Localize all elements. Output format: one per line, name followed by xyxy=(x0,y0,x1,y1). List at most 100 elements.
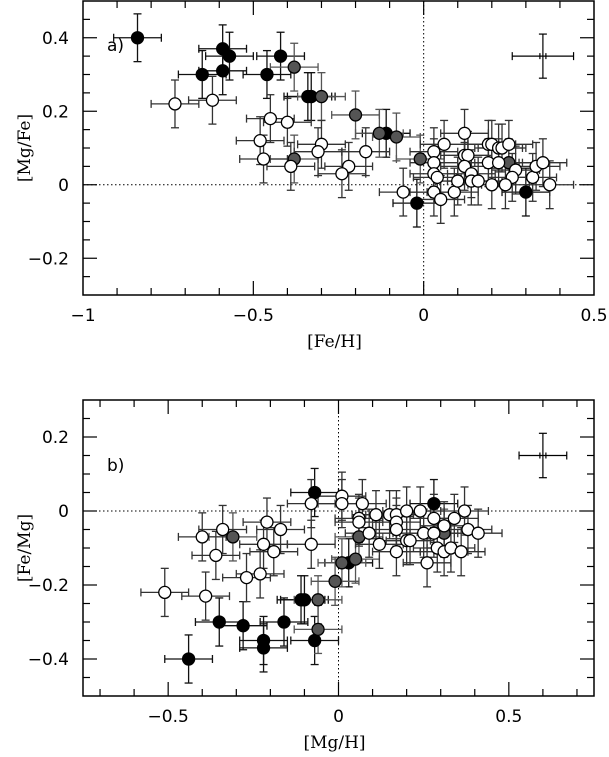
y-tick-label: 0.2 xyxy=(42,428,69,448)
data-point-open xyxy=(399,504,414,518)
data-point-open xyxy=(471,526,485,540)
data-point-open xyxy=(195,530,209,544)
data-point-grey xyxy=(311,622,325,637)
data-point-open xyxy=(372,537,387,551)
data-point-filled xyxy=(222,49,237,63)
data-point-open xyxy=(451,174,465,188)
data-point-open xyxy=(434,192,448,207)
typical-error-cross xyxy=(511,33,575,79)
data-point-open xyxy=(198,589,213,603)
data-point-open xyxy=(437,137,451,151)
x-tick-label: −0.5 xyxy=(233,306,274,326)
data-point-filled xyxy=(216,64,230,78)
data-point-open xyxy=(273,522,288,537)
data-point-open xyxy=(369,508,383,522)
data-point-open xyxy=(267,545,281,559)
y-tick-label: 0.4 xyxy=(42,29,69,49)
data-point-open xyxy=(256,537,271,551)
data-point-grey xyxy=(348,552,363,566)
data-point-filled xyxy=(130,31,145,45)
panel-a-xlabel: [Fe/H] xyxy=(307,332,362,352)
data-point-open xyxy=(461,148,475,163)
data-point-open xyxy=(536,156,550,170)
panel-a-ylabel: [Mg/Fe] xyxy=(15,114,35,182)
data-point-open xyxy=(403,533,417,548)
data-point-open xyxy=(209,548,223,563)
x-tick-label: 0 xyxy=(333,707,344,727)
data-point-filled xyxy=(273,49,288,63)
data-point-open xyxy=(158,585,172,600)
data-point-open xyxy=(359,145,373,159)
data-point-open xyxy=(256,152,271,166)
data-point-open xyxy=(216,522,230,537)
data-point-open xyxy=(485,178,499,192)
data-point-open xyxy=(260,515,274,529)
data-point-open xyxy=(543,178,557,192)
panel-b: b) [Mg/H] [Fe/Mg] −0.5 0 0.5 −0.4 −0.2 0 0.2 xyxy=(15,399,595,753)
data-point-open xyxy=(413,504,427,518)
data-point-open xyxy=(430,170,444,185)
data-point-open xyxy=(491,156,506,170)
data-point-open xyxy=(352,515,366,529)
data-point-grey xyxy=(287,60,301,74)
y-tick-label: −0.2 xyxy=(28,576,69,596)
data-point-filled xyxy=(236,619,250,633)
data-point-open xyxy=(389,522,404,537)
data-point-grey xyxy=(328,574,342,588)
data-point-open xyxy=(284,159,298,174)
y-tick-label: 0 xyxy=(58,502,69,522)
data-point-open xyxy=(420,556,434,570)
data-point-filled xyxy=(277,615,291,629)
data-point-open xyxy=(253,133,267,148)
data-point-filled xyxy=(519,185,533,199)
panel-b-xlabel: [Mg/H] xyxy=(303,733,365,753)
data-point-open xyxy=(454,545,468,559)
data-point-open xyxy=(239,570,254,585)
data-point-open xyxy=(427,511,441,526)
panel-b-ylabel: [Fe/Mg] xyxy=(15,514,35,582)
data-point-open xyxy=(335,496,349,511)
data-point-filled xyxy=(308,485,322,500)
x-tick-label: 0 xyxy=(418,306,429,326)
data-point-open xyxy=(427,145,441,159)
data-point-open xyxy=(304,537,318,551)
data-point-grey xyxy=(314,89,329,104)
data-point-filled xyxy=(181,652,196,666)
y-tick-label: 0 xyxy=(58,176,69,196)
x-tick-label: 0.5 xyxy=(580,306,607,326)
data-point-open xyxy=(311,145,325,159)
data-point-open xyxy=(437,519,451,533)
data-point-open xyxy=(526,170,540,185)
data-point-grey xyxy=(311,593,325,607)
data-point-open xyxy=(389,545,404,559)
data-point-open xyxy=(457,126,472,140)
data-point-grey xyxy=(413,152,427,166)
data-point-filled xyxy=(297,593,312,607)
data-point-filled xyxy=(260,67,274,82)
x-tick-label: 0.5 xyxy=(495,707,522,727)
data-point-open xyxy=(447,185,461,199)
data-point-filled xyxy=(308,633,322,648)
typical-error-cross xyxy=(518,432,568,479)
x-tick-label: −1 xyxy=(70,306,95,326)
data-point-open xyxy=(396,185,410,199)
data-point-open xyxy=(447,511,461,526)
panel-a-label: a) xyxy=(107,36,124,56)
panel-a: a) [Fe/H] [Mg/Fe] −1 −0.5 0 0.5 −0.2 0 0.2 0.4 xyxy=(15,0,608,352)
data-point-open xyxy=(471,174,485,188)
data-point-open xyxy=(362,526,376,540)
y-tick-label: −0.2 xyxy=(28,249,69,269)
data-point-filled xyxy=(427,496,441,511)
y-tick-label: 0.2 xyxy=(42,102,69,122)
panel-b-frame xyxy=(82,399,595,697)
data-point-open xyxy=(427,156,441,170)
data-point-open xyxy=(335,167,349,181)
data-point-open xyxy=(304,496,318,511)
data-point-open xyxy=(427,526,441,540)
data-point-open xyxy=(457,504,472,518)
x-tick-label: −0.5 xyxy=(148,707,189,727)
y-tick-label: −0.4 xyxy=(28,650,69,670)
data-point-open xyxy=(168,97,182,111)
data-point-filled xyxy=(410,196,424,210)
